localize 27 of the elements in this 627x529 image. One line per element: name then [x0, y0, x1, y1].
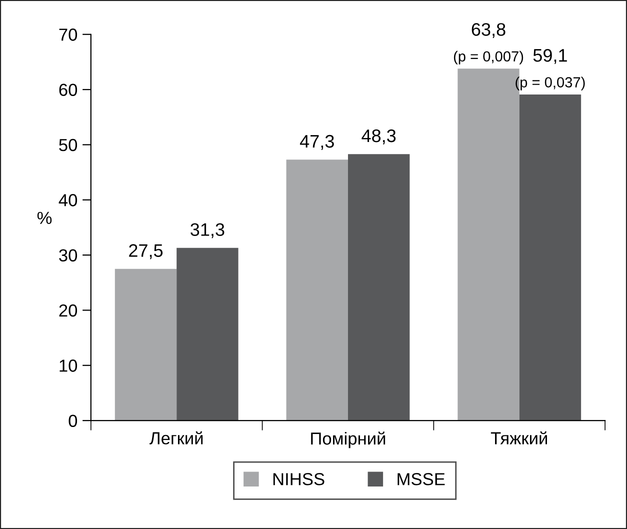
data-label: 31,3: [190, 223, 224, 238]
legend-label: NIHSS: [273, 473, 324, 486]
data-label: 47,3: [300, 134, 334, 150]
annotation: (p = 0,037): [516, 76, 585, 90]
y-axis-title: %: [37, 212, 52, 224]
data-label: 27,5: [129, 244, 163, 260]
bar: [519, 94, 582, 421]
x-tick-label: Легкий: [150, 431, 203, 444]
bar: [114, 268, 177, 421]
data-label: 59,1: [533, 48, 567, 64]
y-tick-label: 20: [59, 304, 78, 317]
data-label: 63,8: [472, 23, 506, 38]
data-label: 48,3: [362, 129, 396, 144]
bar: [176, 248, 238, 421]
y-tick-label: 30: [59, 249, 78, 262]
bar: [348, 154, 410, 421]
x-tick-label: Помірний: [311, 432, 386, 448]
annotation: (p = 0,007): [454, 50, 524, 64]
legend-label: MSSE: [398, 473, 445, 486]
y-tick-label: 50: [59, 138, 78, 152]
y-tick-label: 10: [60, 360, 78, 372]
y-tick-label: 60: [59, 84, 78, 96]
y-tick-label: 0: [68, 414, 78, 428]
bar: [286, 160, 348, 421]
x-tick-label: Тяжкий: [490, 431, 547, 444]
y-tick-label: 70: [59, 28, 78, 41]
y-tick-label: 40: [58, 194, 78, 206]
